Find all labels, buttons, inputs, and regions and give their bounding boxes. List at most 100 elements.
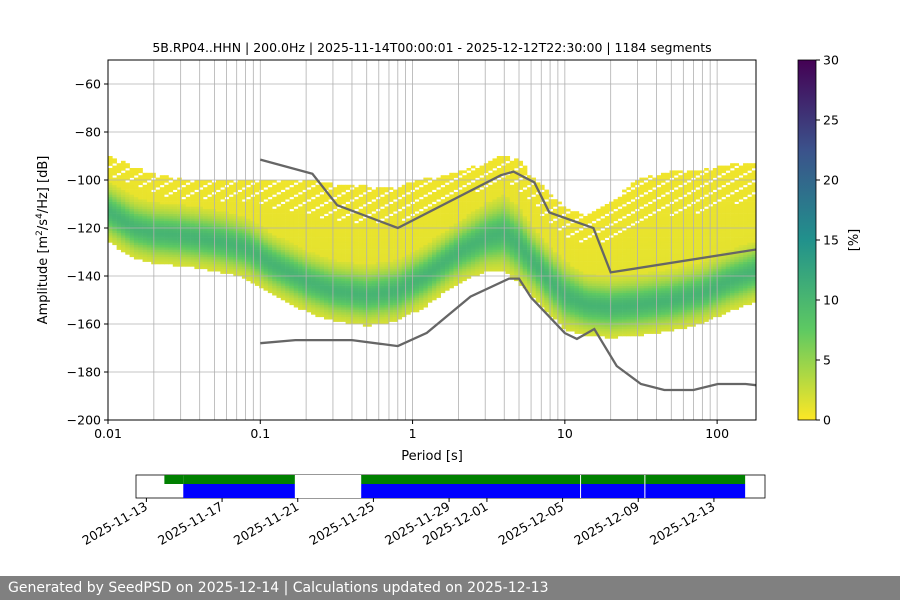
density-cell [565, 278, 571, 282]
density-cell [220, 223, 225, 226]
density-cell [436, 266, 441, 270]
density-cell [570, 302, 575, 306]
density-cell [224, 192, 230, 195]
density-cell [401, 264, 407, 267]
density-cell [155, 225, 161, 229]
density-cell [388, 300, 394, 303]
density-cell [393, 300, 398, 303]
density-cell [427, 271, 433, 274]
density-cell [397, 189, 403, 193]
density-cell [432, 285, 437, 289]
density-cell [198, 199, 204, 202]
density-cell [146, 225, 152, 229]
density-cell [142, 237, 148, 241]
density-cell [246, 230, 251, 234]
density-cell [449, 196, 454, 200]
density-cell [250, 218, 256, 222]
density-cell [565, 283, 571, 286]
density-cell [285, 247, 290, 250]
density-cell [241, 216, 247, 219]
density-cell [531, 177, 536, 181]
density-cell [259, 213, 264, 217]
density-cell [427, 261, 433, 265]
density-cell [285, 237, 290, 241]
density-cell [125, 206, 130, 210]
density-cell [419, 187, 424, 190]
density-cell [436, 196, 441, 200]
density-cell [276, 280, 282, 284]
density-cell [328, 235, 333, 238]
density-cell [488, 256, 493, 260]
density-cell [462, 271, 467, 274]
density-cell [570, 307, 575, 310]
density-cell [509, 180, 515, 183]
density-cell [289, 180, 295, 183]
density-cell [254, 228, 260, 231]
density-cell [138, 204, 143, 207]
density-cell [108, 208, 113, 212]
density-cell [216, 192, 221, 195]
density-cell [185, 228, 191, 231]
density-cell [375, 213, 381, 217]
density-cell [483, 254, 489, 258]
density-cell [293, 187, 299, 190]
density-cell [444, 259, 450, 262]
density-cell [475, 192, 480, 195]
density-cell [319, 261, 325, 265]
density-cell [358, 314, 364, 318]
density-cell [129, 180, 135, 183]
density-cell [190, 187, 195, 190]
density-cell [289, 187, 295, 190]
density-cell [518, 220, 524, 224]
density-cell [302, 297, 308, 301]
density-cell [354, 218, 359, 222]
density-cell [419, 244, 424, 248]
density-cell [207, 264, 212, 267]
density-cell [557, 307, 562, 310]
density-cell [397, 314, 403, 318]
density-cell [138, 240, 143, 243]
density-cell [116, 180, 122, 183]
density-cell [112, 168, 117, 171]
density-cell [514, 240, 519, 243]
density-cell [548, 242, 554, 246]
density-cell [168, 223, 174, 226]
density-cell [198, 252, 204, 255]
density-cell [449, 184, 454, 188]
density-cell [319, 235, 325, 238]
density-cell [371, 252, 377, 255]
density-cell [565, 244, 571, 248]
density-cell [280, 297, 286, 301]
density-cell [190, 216, 195, 219]
density-cell [397, 302, 403, 306]
density-cell [419, 285, 424, 289]
density-cell [367, 232, 372, 236]
density-cell [393, 261, 398, 265]
density-cell [354, 244, 359, 248]
density-cell [328, 225, 333, 229]
density-cell [168, 228, 174, 231]
density-cell [198, 240, 204, 243]
density-cell [492, 199, 498, 202]
density-cell [125, 187, 130, 190]
density-cell [427, 223, 433, 226]
density-cell [302, 196, 308, 200]
density-cell [565, 271, 571, 274]
density-cell [272, 256, 277, 260]
density-cell [561, 249, 567, 253]
density-cell [501, 189, 506, 193]
density-cell [112, 208, 117, 212]
density-cell [475, 223, 480, 226]
density-cell [241, 204, 247, 207]
density-cell [427, 216, 433, 219]
density-cell [328, 213, 333, 217]
density-cell [358, 235, 364, 238]
density-cell [289, 288, 295, 291]
density-cell [423, 297, 428, 301]
density-cell [371, 266, 377, 270]
density-cell [306, 271, 312, 274]
density-cell [172, 259, 178, 262]
density-cell [190, 256, 195, 260]
density-cell [250, 247, 256, 250]
density-cell [509, 268, 515, 272]
